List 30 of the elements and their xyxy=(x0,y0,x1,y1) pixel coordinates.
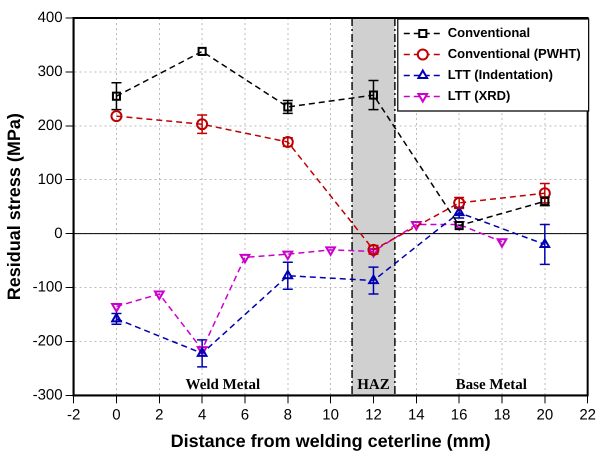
y-tick-label: -100 xyxy=(32,278,63,296)
x-tick-label: 12 xyxy=(365,406,382,424)
y-tick-label: 200 xyxy=(38,116,63,134)
legend-label: Conventional (PWHT) xyxy=(448,46,581,62)
x-tick-label: 10 xyxy=(322,406,339,424)
y-tick-label: 0 xyxy=(54,224,63,242)
x-tick-label: 6 xyxy=(240,406,250,424)
y-tick-label: -300 xyxy=(32,386,63,404)
x-tick-label: -2 xyxy=(66,406,80,424)
band-label: HAZ xyxy=(357,376,390,393)
x-tick-label: 18 xyxy=(494,406,510,424)
x-tick-label: 8 xyxy=(284,406,292,424)
x-tick-label: 0 xyxy=(112,406,121,424)
y-tick-label: 400 xyxy=(38,9,63,26)
x-tick-label: 2 xyxy=(155,406,164,424)
y-tick-label: -200 xyxy=(32,332,63,350)
x-axis-title: Distance from welding ceterline (mm) xyxy=(170,431,491,452)
y-axis-title: Residual stress (MPa) xyxy=(4,113,24,300)
legend-label: Conventional xyxy=(448,25,530,40)
x-tick-label: 16 xyxy=(450,406,468,424)
legend-label: LTT (Indentation) xyxy=(448,67,553,82)
annotation: Base Metal xyxy=(456,376,527,393)
annotation: Weld Metal xyxy=(186,376,260,393)
x-tick-label: 22 xyxy=(579,406,596,424)
legend-label: LTT (XRD) xyxy=(448,88,510,104)
y-tick-label: 300 xyxy=(38,63,63,80)
x-tick-label: 4 xyxy=(198,406,206,424)
y-tick-label: 100 xyxy=(38,170,63,188)
x-tick-label: 14 xyxy=(408,406,425,424)
x-tick-label: 20 xyxy=(536,406,554,424)
